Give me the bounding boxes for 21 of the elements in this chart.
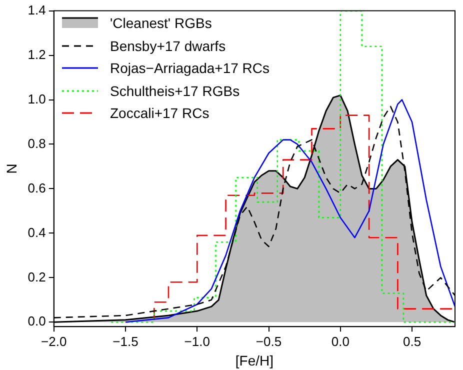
x-tick-label: −2.0 <box>41 334 67 349</box>
y-axis-title: N <box>3 164 20 174</box>
x-tick-label: −0.5 <box>256 334 282 349</box>
x-axis-title: [Fe/H] <box>235 352 274 368</box>
y-tick-label: 0.2 <box>28 269 46 284</box>
legend-label: Rojas−Arriagada+17 RCs <box>110 59 270 78</box>
x-tick-label: 0.5 <box>402 334 422 349</box>
y-tick-label: 0.0 <box>28 314 46 329</box>
x-tick-label: 0.0 <box>331 334 350 349</box>
legend-label: Schultheis+17 RGBs <box>110 82 240 100</box>
legend-label: Bensby+17 dwarfs <box>110 36 226 56</box>
y-tick-label: 1.2 <box>28 46 46 62</box>
y-tick-label: 1.0 <box>28 91 46 106</box>
x-tick-label: −1.5 <box>112 334 138 349</box>
x-tick-label: −1.0 <box>184 334 210 349</box>
y-tick-label: 0.8 <box>28 136 46 151</box>
y-tick-label: 1.4 <box>28 2 46 18</box>
y-tick-label: 0.6 <box>28 180 46 196</box>
legend-label: Zoccali+17 RCs <box>110 104 210 123</box>
legend-label: 'Cleanest' RGBs <box>110 14 212 33</box>
y-tick-label: 0.4 <box>28 224 46 240</box>
